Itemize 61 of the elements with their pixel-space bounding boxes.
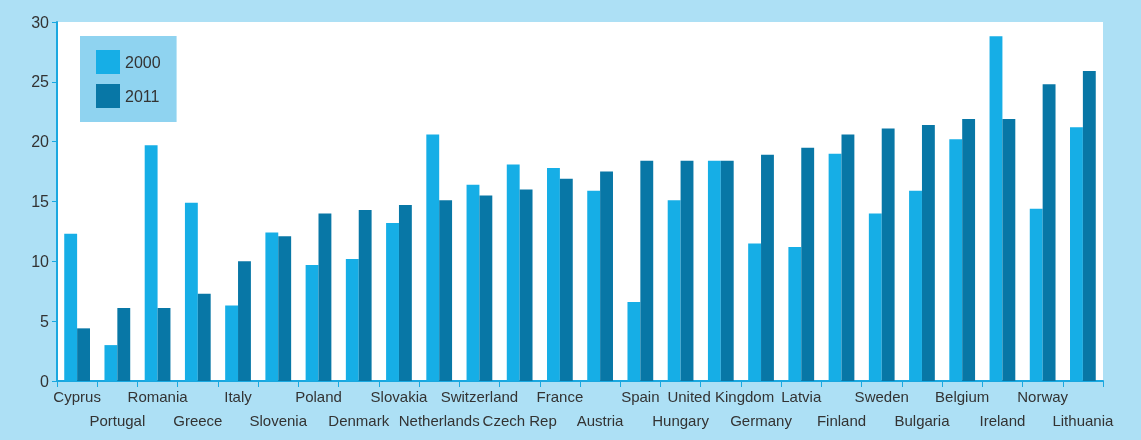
x-tick-label: Bulgaria <box>894 412 951 429</box>
x-tick-label: Sweden <box>854 388 909 405</box>
y-tick-label: 25 <box>31 73 50 91</box>
legend-label: 2011 <box>125 87 160 105</box>
x-tick-label: Latvia <box>781 388 822 405</box>
bar <box>238 261 251 381</box>
bar <box>680 160 694 381</box>
x-tick-label: Denmark <box>328 412 390 429</box>
x-tick-label: Austria <box>576 412 625 429</box>
bar <box>600 171 613 381</box>
x-tick-label: Ireland <box>979 412 1026 429</box>
x-tick-label: United Kingdom <box>667 388 775 405</box>
x-tick-label: Norway <box>1017 388 1069 405</box>
x-tick-label: Czech Rep <box>482 412 557 429</box>
x-tick-label: Finland <box>816 412 867 429</box>
bar <box>117 308 131 381</box>
bar <box>559 178 573 381</box>
bar <box>921 124 935 381</box>
y-tick-label: 5 <box>40 312 50 330</box>
x-tick-label: Hungary <box>652 412 710 429</box>
bar <box>398 205 412 381</box>
bar <box>640 160 654 381</box>
x-tick-label: Poland <box>295 388 342 405</box>
x-tick-label: Italy <box>224 388 253 405</box>
x-tick-label: Portugal <box>89 412 146 429</box>
x-tick-label: Cyprus <box>53 388 101 405</box>
y-tick-label: 10 <box>31 252 50 270</box>
bar <box>1042 84 1056 381</box>
bar <box>157 308 171 381</box>
bar <box>761 154 774 381</box>
x-tick-label: Switzerland <box>440 388 519 405</box>
x-tick-label: Slovenia <box>249 412 308 429</box>
x-tick-label: Germany <box>730 412 793 429</box>
bar <box>841 134 855 381</box>
bar <box>1002 118 1016 381</box>
x-tick-label: Romania <box>127 388 189 405</box>
bar <box>77 328 90 381</box>
legend-label: 2000 <box>125 53 161 71</box>
x-tick-label: Slovakia <box>370 388 428 405</box>
y-tick-label: 20 <box>31 133 50 151</box>
y-tick-label: 30 <box>31 13 50 31</box>
bar <box>1082 71 1096 381</box>
bar <box>197 293 211 381</box>
x-tick-label: Netherlands <box>398 412 480 429</box>
y-tick-label: 0 <box>40 372 50 390</box>
bar <box>278 236 292 381</box>
bar <box>881 128 895 381</box>
x-tick-label: Greece <box>173 412 223 429</box>
y-tick-label: 15 <box>31 193 50 210</box>
x-tick-label: Belgium <box>935 388 990 405</box>
x-tick-label: Spain <box>621 388 660 405</box>
bar <box>801 147 815 381</box>
x-tick-label: France <box>536 388 584 405</box>
bar <box>318 213 332 381</box>
bar <box>479 195 493 381</box>
bar <box>720 160 734 381</box>
bar <box>519 189 533 381</box>
x-tick-label: Lithuania <box>1052 412 1114 429</box>
bar <box>439 200 453 381</box>
bar <box>358 209 372 381</box>
bar <box>962 118 976 381</box>
